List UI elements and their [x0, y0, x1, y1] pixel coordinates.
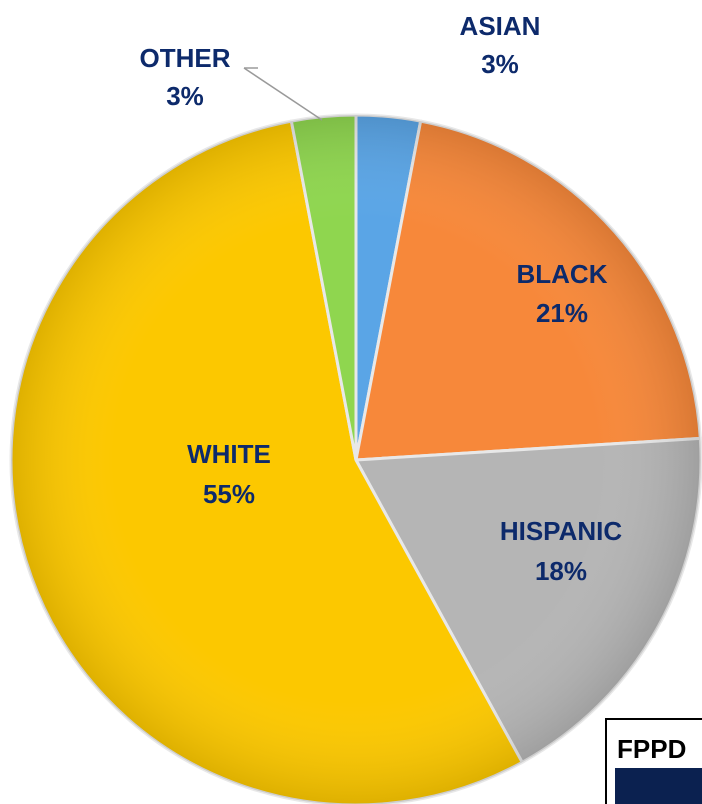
pie-shading	[11, 115, 701, 804]
label-hispanic-value: 18%	[535, 556, 587, 586]
label-asian-name: ASIAN	[460, 11, 541, 41]
label-white-name: WHITE	[187, 439, 271, 469]
pie-labels: ASIAN 3% BLACK 21% HISPANIC 18% WHITE 55…	[140, 11, 623, 586]
label-black-name: BLACK	[517, 259, 608, 289]
label-white-value: 55%	[203, 479, 255, 509]
label-black-value: 21%	[536, 298, 588, 328]
other-leader-line	[243, 67, 323, 121]
fppd-badge-bar	[615, 768, 702, 804]
pie-slices	[9, 113, 702, 804]
label-other-name: OTHER	[140, 43, 231, 73]
label-other-value: 3%	[166, 81, 204, 111]
label-hispanic-name: HISPANIC	[500, 516, 623, 546]
label-asian-value: 3%	[481, 49, 519, 79]
fppd-badge-text: FPPD	[617, 734, 687, 764]
fppd-badge: FPPD	[605, 718, 702, 804]
